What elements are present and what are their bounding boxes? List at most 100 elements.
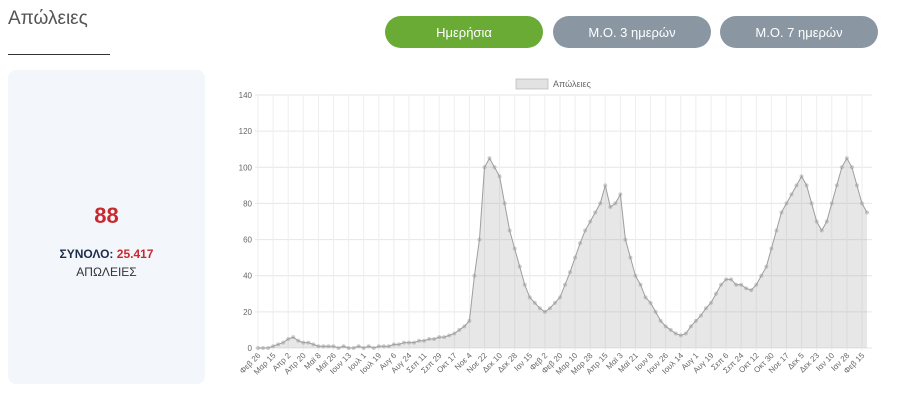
point [804, 183, 809, 188]
y-tick-label: 60 [243, 236, 252, 245]
page-title: Απώλειες [8, 8, 88, 29]
point [301, 340, 306, 345]
point [739, 282, 744, 287]
point [306, 340, 311, 345]
point [457, 327, 462, 332]
point [417, 338, 422, 343]
point [412, 340, 417, 345]
point [522, 282, 527, 287]
summary-card: 88 ΣΥΝΟΛΟ: 25.417 ΑΠΩΛΕΙΕΣ [8, 70, 205, 384]
legend-swatch [515, 78, 549, 90]
button[interactable]: Μ.Ο. 7 ημερών [720, 16, 878, 48]
point [769, 246, 774, 251]
point [683, 331, 688, 336]
point [734, 282, 739, 287]
point [698, 313, 703, 318]
point [809, 201, 814, 206]
point [794, 183, 799, 188]
y-tick-label: 0 [248, 344, 253, 353]
point [568, 270, 573, 275]
point [442, 335, 447, 340]
point [497, 174, 502, 179]
point [487, 156, 492, 161]
point [849, 165, 854, 170]
y-tick-label: 40 [243, 272, 252, 281]
point [613, 201, 618, 206]
point [406, 340, 411, 345]
button[interactable]: Ημερήσια [385, 16, 543, 48]
point [754, 282, 759, 287]
point [281, 340, 286, 345]
point [401, 340, 406, 345]
y-tick-label: 20 [243, 308, 252, 317]
point [391, 342, 396, 347]
total-line: ΣΥΝΟΛΟ: 25.417 [8, 247, 205, 261]
point [814, 219, 819, 224]
point [326, 344, 331, 349]
point [603, 183, 608, 188]
point [321, 344, 326, 349]
point [714, 291, 719, 296]
point [749, 288, 754, 293]
point [648, 300, 653, 305]
today-value: 88 [94, 203, 119, 228]
point [824, 219, 829, 224]
point [729, 277, 734, 282]
point [638, 282, 643, 287]
point [447, 333, 452, 338]
point [829, 201, 834, 206]
total-label: ΣΥΝΟΛΟ: [59, 247, 114, 261]
point [482, 165, 487, 170]
point [276, 342, 281, 347]
point [291, 335, 296, 340]
point [708, 300, 713, 305]
point [537, 306, 542, 311]
point [437, 335, 442, 340]
point [271, 344, 276, 349]
point [784, 201, 789, 206]
point [593, 210, 598, 215]
point [744, 286, 749, 291]
point [547, 306, 552, 311]
point [834, 183, 839, 188]
point [598, 201, 603, 206]
point [759, 273, 764, 278]
point [865, 210, 869, 215]
point [472, 273, 477, 278]
point [311, 342, 316, 347]
point [643, 295, 648, 300]
point [663, 324, 668, 329]
point [573, 255, 578, 260]
point [623, 237, 628, 242]
point [719, 282, 724, 287]
point [256, 346, 260, 350]
point [557, 295, 562, 300]
title-underline [8, 54, 110, 55]
point [427, 336, 432, 341]
point [376, 344, 381, 349]
y-tick-label: 120 [239, 127, 253, 136]
point [532, 300, 537, 305]
point [467, 318, 472, 323]
point [422, 338, 427, 343]
point [668, 327, 673, 332]
point [563, 282, 568, 287]
point [371, 346, 376, 350]
point [341, 344, 346, 349]
point [839, 165, 844, 170]
point [517, 264, 522, 269]
button[interactable]: Μ.Ο. 3 ημερών [553, 16, 711, 48]
point [688, 324, 693, 329]
point [396, 342, 401, 347]
point [507, 228, 512, 233]
point [502, 201, 507, 206]
caption: ΑΠΩΛΕΙΕΣ [76, 265, 137, 279]
point [703, 306, 708, 311]
point [336, 346, 341, 350]
point [346, 346, 351, 350]
point [356, 344, 361, 349]
point [628, 255, 633, 260]
point [266, 346, 271, 350]
